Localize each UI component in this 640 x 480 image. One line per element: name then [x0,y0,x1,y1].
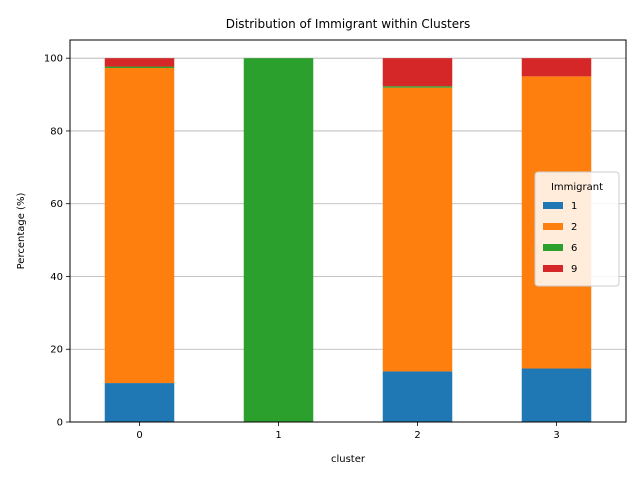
bar-segment [382,86,453,88]
legend-box [534,171,620,287]
bar-segment [243,58,314,422]
y-tick-label: 20 [50,345,63,356]
legend-label: 1 [571,201,577,212]
ticks: 0 20 40 60 80 100 0 1 2 3 [44,54,560,441]
bar-segment [382,87,453,372]
x-tick-label: 3 [553,430,559,441]
bar-segment [521,58,592,77]
legend-label: 9 [571,264,577,275]
legend-swatch [543,223,563,230]
bar-segment [104,68,175,384]
legend: Immigrant 1 2 6 9 [534,171,620,287]
axes-frame [69,39,627,423]
bar-segment [521,368,592,422]
y-tick-label: 40 [50,272,63,283]
bar-segment [104,383,175,422]
legend-swatch [543,202,563,209]
legend-title: Immigrant [551,182,603,193]
y-tick-label: 100 [44,54,63,65]
bar-segment [104,66,175,69]
legend-swatch [543,265,563,272]
chart-title: Distribution of Immigrant within Cluster… [226,17,471,31]
y-axis-label: Percentage (%) [16,193,27,270]
bar-segment [382,371,453,422]
bar-segment [382,58,453,87]
bar-segment [104,58,175,67]
x-tick-label: 0 [136,430,142,441]
x-tick-label: 2 [414,430,420,441]
legend-swatch [543,244,563,251]
x-tick-label: 1 [275,430,281,441]
bars [104,58,592,422]
y-tick-label: 0 [57,418,63,429]
y-tick-label: 80 [50,126,63,137]
legend-label: 6 [571,243,577,254]
legend-label: 2 [571,222,577,233]
y-tick-label: 60 [50,199,63,210]
x-axis-label: cluster [331,454,366,465]
